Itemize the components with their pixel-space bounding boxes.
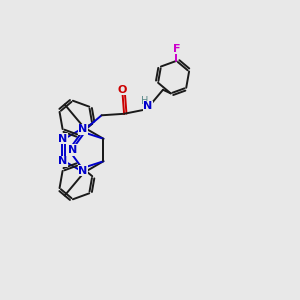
Text: N: N [143, 101, 153, 111]
Text: F: F [173, 44, 180, 54]
Text: N: N [78, 166, 87, 176]
Text: N: N [78, 124, 87, 134]
Text: N: N [58, 134, 68, 144]
Text: N: N [68, 145, 77, 155]
Text: N: N [58, 156, 68, 166]
Text: H: H [141, 96, 149, 106]
Text: O: O [118, 85, 127, 95]
